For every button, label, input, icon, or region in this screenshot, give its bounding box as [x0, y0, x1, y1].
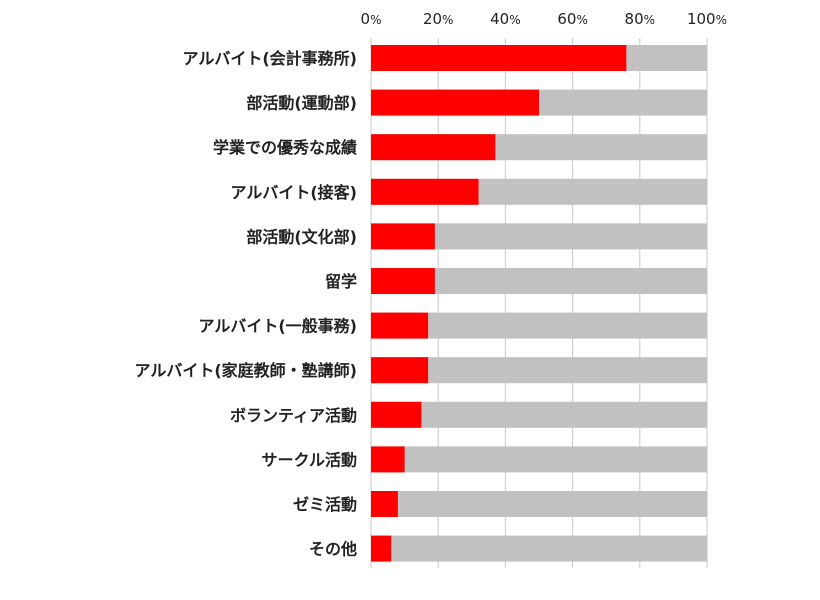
category-label: アルバイト(会計事務所) [183, 49, 357, 68]
bar-value [371, 268, 435, 294]
bar-value [371, 491, 398, 517]
x-tick-label: 60% [557, 10, 588, 28]
category-label: アルバイト(家庭教師・塾講師) [135, 361, 357, 380]
x-tick-unit: % [370, 13, 381, 27]
bar-remainder [371, 401, 707, 428]
bar-value [371, 535, 392, 562]
x-tick-number: 40 [490, 10, 509, 28]
x-tick-number: 0 [361, 10, 371, 28]
x-tick-label: 100% [687, 10, 727, 28]
gridlines [370, 38, 708, 568]
category-label: ボランティア活動 [230, 406, 357, 425]
bar-value [371, 45, 627, 71]
bar-remainder [371, 535, 707, 562]
x-tick-label: 80% [625, 10, 656, 28]
category-label: 留学 [325, 272, 357, 291]
bar-value [371, 401, 422, 428]
category-label: 部活動(文化部) [246, 227, 357, 246]
bar-remainder [371, 446, 707, 473]
category-label: ゼミ活動 [293, 495, 357, 514]
category-label: アルバイト(一般事務) [199, 317, 357, 336]
bar-value [371, 89, 539, 116]
x-tick-unit: % [442, 13, 453, 27]
x-tick-label: 40% [490, 10, 521, 28]
bar-value [371, 178, 479, 205]
x-tick-label: 0% [361, 10, 382, 28]
x-tick-number: 100 [687, 10, 716, 28]
bar-value [371, 223, 435, 250]
x-tick-label: 20% [423, 10, 454, 28]
x-tick-unit: % [644, 13, 655, 27]
bar-value [371, 312, 429, 339]
x-tick-number: 80 [625, 10, 644, 28]
bars [371, 45, 707, 562]
bar-value [371, 134, 496, 161]
bar-value [371, 357, 429, 384]
x-tick-number: 60 [557, 10, 576, 28]
x-tick-unit: % [509, 13, 520, 27]
x-tick-number: 20 [423, 10, 442, 28]
category-label: サークル活動 [261, 450, 357, 469]
bar-value [371, 446, 405, 473]
x-axis-tick-labels: 0% 20% 40% 60% 80% 100% [361, 10, 728, 28]
x-tick-unit: % [716, 13, 727, 27]
category-label: 学業での優秀な成績 [213, 138, 357, 157]
category-label: その他 [309, 540, 357, 559]
bar-remainder [371, 491, 707, 517]
category-label: 部活動(運動部) [246, 94, 357, 113]
category-label: アルバイト(接客) [231, 183, 357, 202]
x-tick-unit: % [576, 13, 587, 27]
